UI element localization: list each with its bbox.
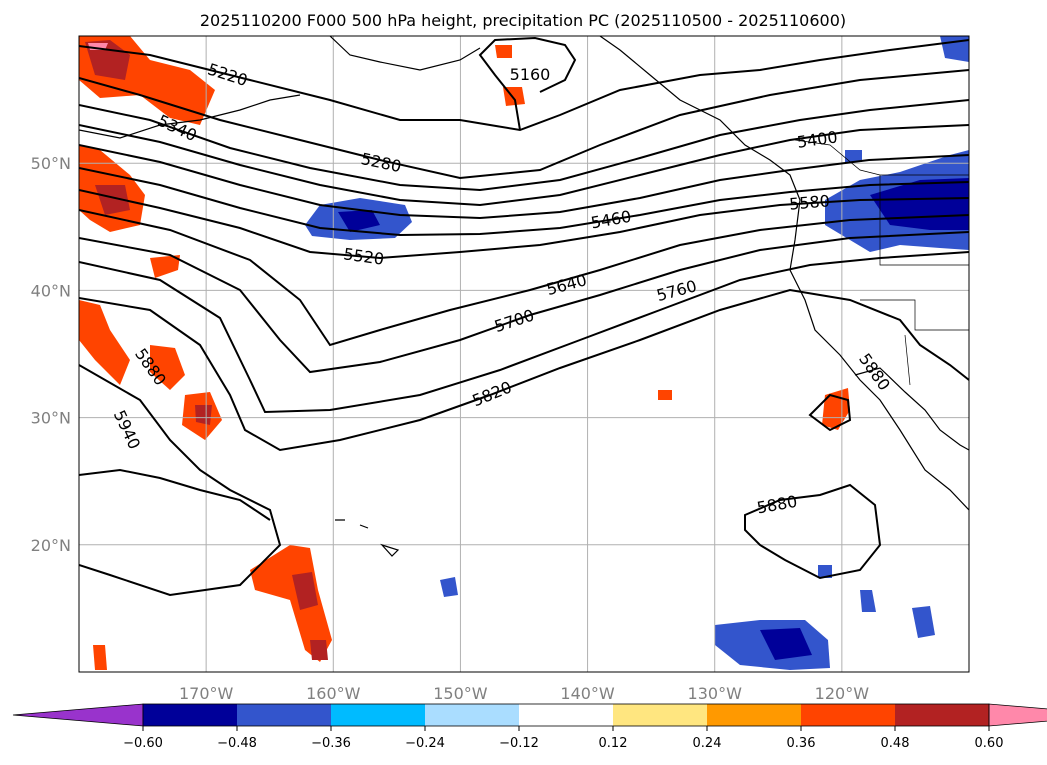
lon-tick-label: 160°W xyxy=(306,684,361,703)
contour-5640 xyxy=(79,209,969,347)
colorbar-segment xyxy=(143,704,238,726)
colorbar-tick-label: −0.24 xyxy=(405,736,445,751)
alaska-coastline xyxy=(329,36,481,71)
precip-negative-area xyxy=(440,577,458,597)
colorbar-extend-low xyxy=(12,703,144,727)
contour-5880-baja xyxy=(808,393,852,432)
colorbar-tick-label: −0.36 xyxy=(311,736,351,751)
contour-5340 xyxy=(79,99,969,192)
precip-strong-negative-area xyxy=(338,210,380,232)
contour-5460 xyxy=(79,144,969,220)
precip-positive-area xyxy=(150,255,180,278)
colorbar-tick-label: 0.48 xyxy=(881,736,910,751)
lat-tick-label: 40°N xyxy=(31,281,71,300)
hawaii-islands xyxy=(335,519,400,557)
contour-5940 xyxy=(79,468,271,521)
contour-5280 xyxy=(79,69,969,180)
precip-strong-negative-area xyxy=(760,628,812,660)
north-america-coastline xyxy=(599,36,969,511)
colorbar-segment xyxy=(425,704,520,726)
colorbar-segment xyxy=(707,704,802,726)
map-border xyxy=(78,35,970,673)
precip-positive-area xyxy=(658,390,672,400)
colorbar-tick-label: −0.48 xyxy=(217,736,257,751)
colorbar-tick-label: 0.24 xyxy=(693,736,722,751)
precip-negative-area xyxy=(845,150,862,162)
precip-positive-area xyxy=(150,345,185,390)
precip-strong-positive-area xyxy=(95,185,130,215)
colorbar-segment xyxy=(895,704,990,726)
lon-tick-label: 170°W xyxy=(179,684,234,703)
coastlines xyxy=(79,36,969,557)
contour-5220 xyxy=(79,39,969,132)
contour-5520 xyxy=(79,167,969,237)
precip-strong-positive-area xyxy=(310,640,328,660)
axis-tick-labels: 170°W 160°W 150°W 140°W 130°W 120°W 20°N 30°N 40… xyxy=(31,154,870,703)
colorbar-extend-high xyxy=(988,703,1047,727)
aleutian-coastline xyxy=(79,94,301,139)
colorbar-border xyxy=(142,703,990,727)
lon-tick-label: 120°W xyxy=(815,684,870,703)
height-contours xyxy=(79,36,969,597)
colorbar-segment xyxy=(237,704,332,726)
contour-5580 xyxy=(79,189,969,260)
precip-positive-area xyxy=(79,300,130,385)
lat-tick-label: 50°N xyxy=(31,154,71,173)
contour-5160 xyxy=(478,36,577,131)
chart-title: 2025110200 F000 500 hPa height, precipit… xyxy=(200,11,846,30)
colorbar-segment xyxy=(331,704,426,726)
precip-negative-area xyxy=(912,606,935,638)
contour-5400 xyxy=(79,124,969,207)
contour-label-5160: 5160 xyxy=(510,65,551,84)
colorbar-segment xyxy=(519,704,614,726)
lon-tick-label: 140°W xyxy=(560,684,615,703)
colorbar-tick-label: −0.60 xyxy=(123,736,163,751)
precip-positive-area xyxy=(93,645,107,670)
baja-coastline xyxy=(854,367,969,451)
precipitation-shading xyxy=(79,36,969,670)
precip-negative-area xyxy=(860,590,876,612)
contour-5700 xyxy=(79,231,969,374)
colorbar-segment xyxy=(613,704,708,726)
political-borders xyxy=(794,139,969,386)
contour-label-5580: 5580 xyxy=(788,191,830,213)
contour-5760 xyxy=(79,251,969,414)
precip-strong-positive-area xyxy=(292,572,318,610)
lon-tick-label: 130°W xyxy=(688,684,743,703)
precip-positive-area xyxy=(495,45,512,58)
colorbar-tick-label: 0.12 xyxy=(599,736,628,751)
contour-5880-west xyxy=(79,364,282,597)
colorbar-tick-label: 0.60 xyxy=(975,736,1004,751)
lat-tick-label: 20°N xyxy=(31,536,71,555)
precip-strong-positive-area xyxy=(195,405,212,425)
colorbar-tick-label: −0.12 xyxy=(499,736,539,751)
colorbar-segment xyxy=(801,704,896,726)
contour-5820 xyxy=(79,288,969,452)
colorbar: −0.60 −0.48 −0.36 −0.24 −0.12 0.12 0.24 0.36 0.4… xyxy=(12,703,1047,751)
map-panel: 5160 5220 5280 5340 5400 5460 5520 5580 … xyxy=(78,35,970,673)
lat-tick-label: 30°N xyxy=(31,409,71,428)
colorbar-tick-label: 0.36 xyxy=(787,736,816,751)
lon-tick-label: 150°W xyxy=(433,684,488,703)
contour-5880-east xyxy=(744,483,882,580)
precip-negative-area xyxy=(818,565,832,578)
